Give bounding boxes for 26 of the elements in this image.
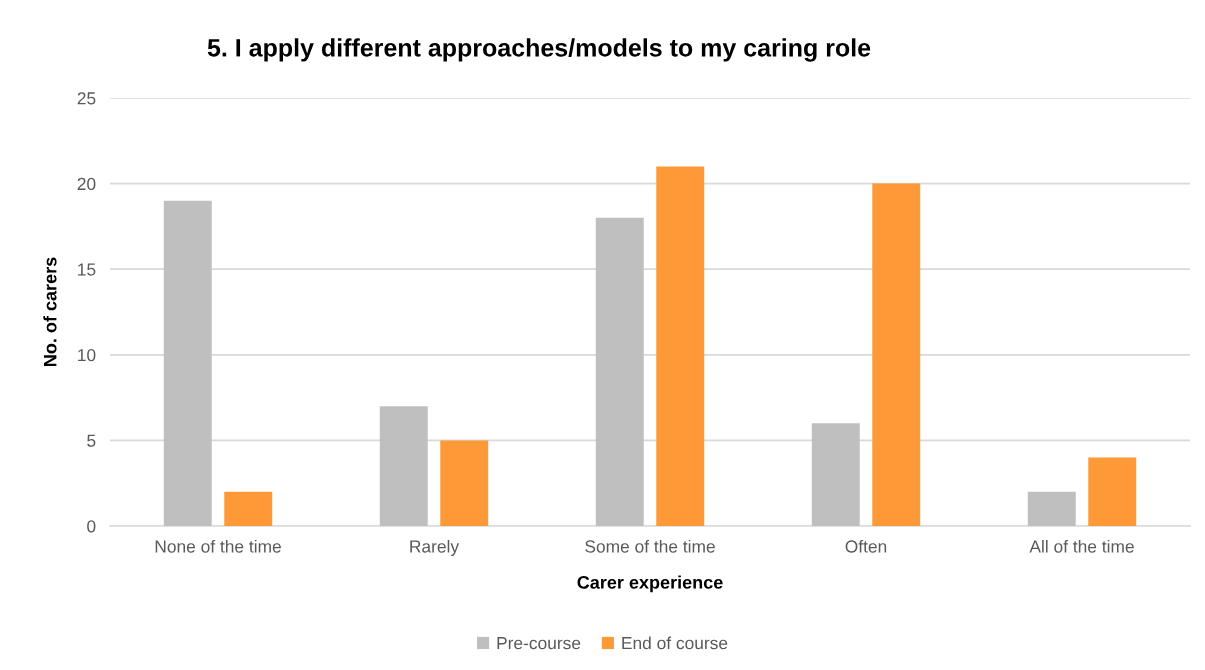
y-tick-label: 15 <box>78 263 96 276</box>
x-tick-label: Rarely <box>410 539 460 557</box>
bar <box>1088 457 1137 526</box>
bar <box>656 166 705 526</box>
bar <box>872 183 921 526</box>
legend-label: End of course <box>622 636 728 650</box>
y-tick-label: 5 <box>87 434 96 447</box>
x-tick-label: None of the time <box>155 539 281 553</box>
bar <box>811 423 860 526</box>
bar <box>224 491 273 526</box>
bar <box>379 406 428 526</box>
bar <box>163 200 212 526</box>
legend-label: Pre-course <box>497 637 581 650</box>
x-axis-title: Carer experience <box>577 575 723 593</box>
y-tick-label: 20 <box>77 177 96 191</box>
x-tick-label: All of the time <box>1029 539 1134 553</box>
bar <box>1027 491 1076 526</box>
y-tick-label: 25 <box>77 92 96 105</box>
y-axis-title: No. of carers <box>43 257 57 366</box>
x-tick-label: Some of the time <box>585 539 715 553</box>
y-tick-label: 0 <box>87 520 96 533</box>
y-tick-label: 10 <box>78 348 96 362</box>
chart-title: 5. I apply different approaches/models to my caring role <box>207 38 871 62</box>
x-tick-label: Often <box>845 539 887 553</box>
bar <box>595 217 644 526</box>
bar <box>440 440 489 526</box>
